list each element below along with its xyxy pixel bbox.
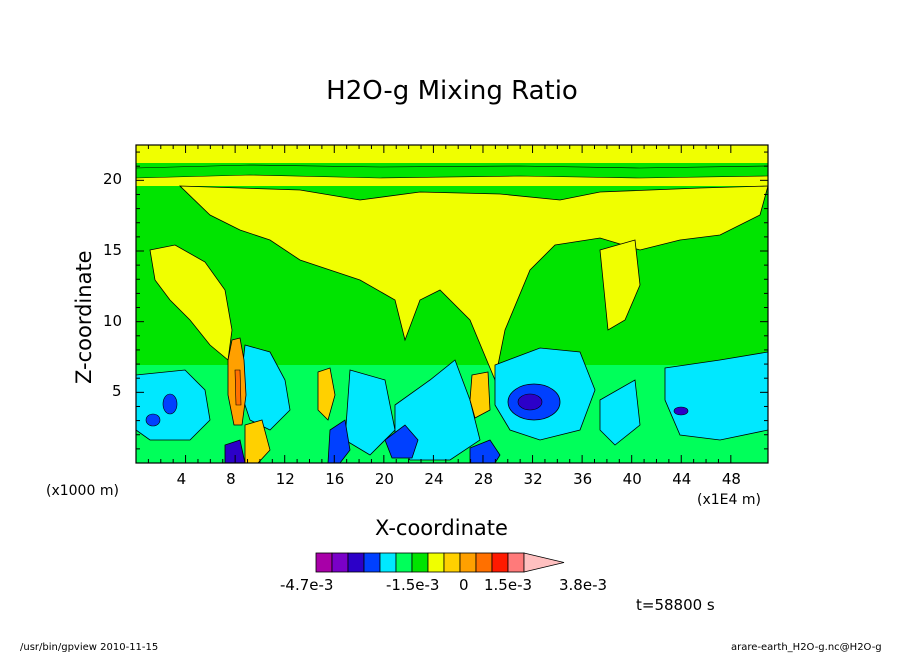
colorbar (315, 552, 565, 573)
region-yellow-top (136, 145, 768, 163)
x-tick-label: 4 (176, 470, 187, 488)
y-tick-label: 20 (103, 170, 123, 189)
x-tick-label: 40 (622, 470, 642, 488)
region-blue-3 (162, 393, 178, 415)
x-tick-label: 48 (721, 470, 741, 488)
colorbar-cell (347, 552, 365, 573)
colorbar-cell (475, 552, 493, 573)
colorbar-cell (411, 552, 429, 573)
colorbar-cell (395, 552, 413, 573)
x-ticks (147, 145, 732, 463)
x-tick-label: 28 (473, 470, 494, 488)
colorbar-cell (507, 552, 525, 573)
region-red-streak-1 (234, 369, 242, 406)
x-tick-label: 20 (374, 470, 394, 488)
region-blue-4 (145, 413, 161, 427)
y-tick-label: 15 (103, 241, 123, 259)
region-blue-5 (327, 419, 351, 463)
footer-right: arare-earth_H2O-g.nc@H2O-g (731, 642, 882, 653)
x-unit-right: (x1E4 m) (697, 492, 761, 508)
x-unit-left: (x1000 m) (46, 483, 119, 499)
footer-left: /usr/bin/gpview 2010-11-15 (20, 642, 159, 653)
colorbar-cell (331, 552, 349, 573)
y-ticks (136, 151, 768, 450)
x-axis-label: X-coordinate (375, 516, 508, 540)
colorbar-cell (379, 552, 397, 573)
colorbar-cell (491, 552, 509, 573)
colorbar-label: -1.5e-3 (386, 576, 440, 594)
x-tick-label: 36 (573, 470, 593, 488)
x-tick-label: 24 (424, 470, 444, 488)
plot-frame (135, 144, 769, 464)
region-cyan-6 (664, 351, 768, 441)
colorbar-cell (427, 552, 445, 573)
colorbar-label: 0 (459, 576, 469, 594)
region-green-ribbon (136, 164, 768, 179)
region-yellow-upper (178, 185, 768, 382)
region-orange-streak-3 (469, 371, 491, 419)
region-yellow-right-plume (599, 239, 641, 331)
x-tick-label: 44 (672, 470, 692, 488)
y-tick-label: 5 (112, 382, 122, 401)
chart-title: H2O-g Mixing Ratio (326, 76, 578, 106)
colorbar-cell (315, 552, 333, 573)
region-blue-8 (673, 406, 689, 416)
region-orange-streak-2 (317, 367, 336, 421)
colorbar-label: -4.7e-3 (280, 576, 334, 594)
x-tick-label: 12 (275, 470, 295, 488)
x-tick-label: 16 (325, 470, 345, 488)
x-tick-label: 8 (226, 470, 236, 488)
region-cyan-7 (599, 379, 641, 446)
y-tick-label: 10 (103, 311, 123, 330)
colorbar-cell (363, 552, 381, 573)
region-blue-6 (469, 439, 501, 463)
colorbar-label: 3.8e-3 (559, 576, 608, 594)
colorbar-cell (443, 552, 461, 573)
region-darkblue-1 (517, 393, 543, 411)
region-orange-streak-4 (244, 419, 271, 463)
region-blue-7 (224, 439, 246, 463)
colorbar-cell (459, 552, 477, 573)
x-tick-label: 32 (523, 470, 543, 488)
colorbar-arrow (523, 552, 565, 573)
time-label: t=58800 s (636, 596, 715, 614)
y-axis-label: Z-coordinate (72, 250, 96, 384)
region-blue-2 (384, 424, 419, 459)
colorbar-label: 1.5e-3 (484, 576, 533, 594)
